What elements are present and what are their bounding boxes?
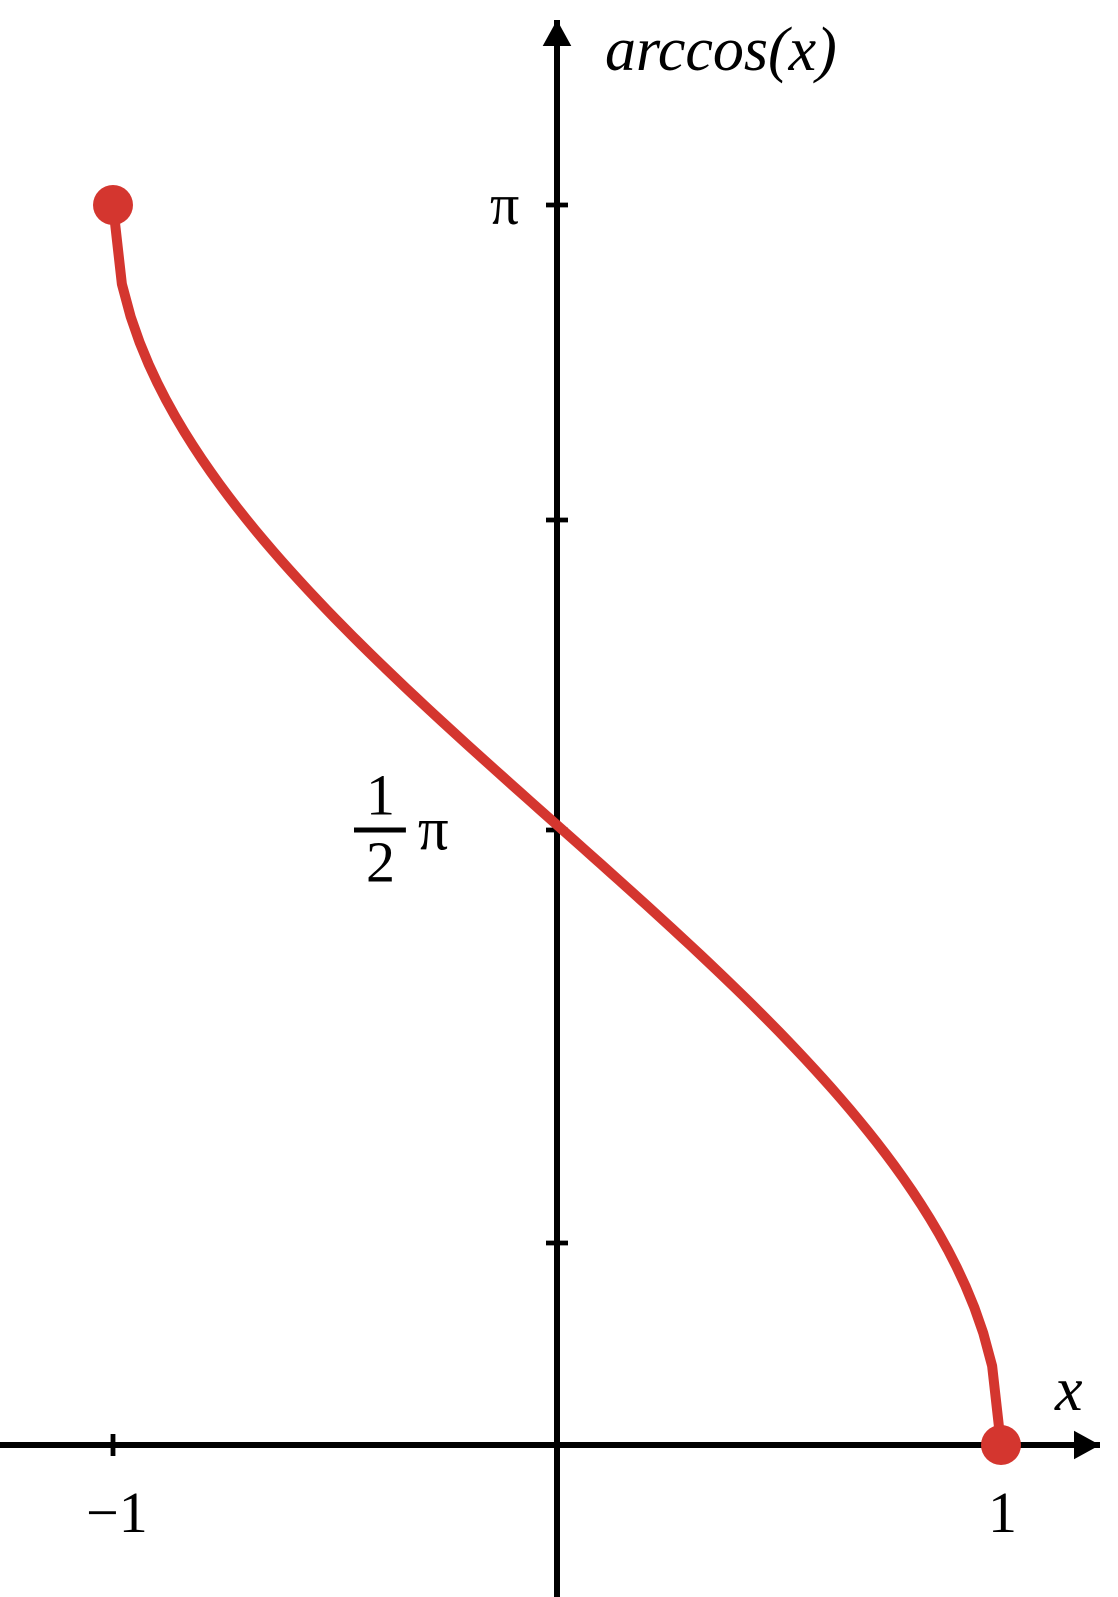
chart-svg: −1112ππarccos(x)x (0, 0, 1118, 1597)
x-tick-label: −1 (86, 1480, 148, 1545)
y-tick-label: π (490, 172, 519, 237)
x-axis-label: x (1054, 1356, 1083, 1424)
arccos-chart: −1112ππarccos(x)x (0, 0, 1118, 1597)
y-tick-frac-num: 1 (366, 763, 395, 828)
y-axis-arrow-icon (543, 20, 572, 46)
x-axis-arrow-icon (1074, 1431, 1100, 1460)
y-axis-label: arccos(x) (605, 16, 837, 84)
x-tick-label: 1 (988, 1480, 1017, 1545)
y-tick-frac-den: 2 (366, 829, 395, 894)
y-tick-frac-suffix: π (418, 796, 449, 863)
endpoint-marker (93, 185, 133, 225)
endpoint-marker (981, 1425, 1021, 1465)
